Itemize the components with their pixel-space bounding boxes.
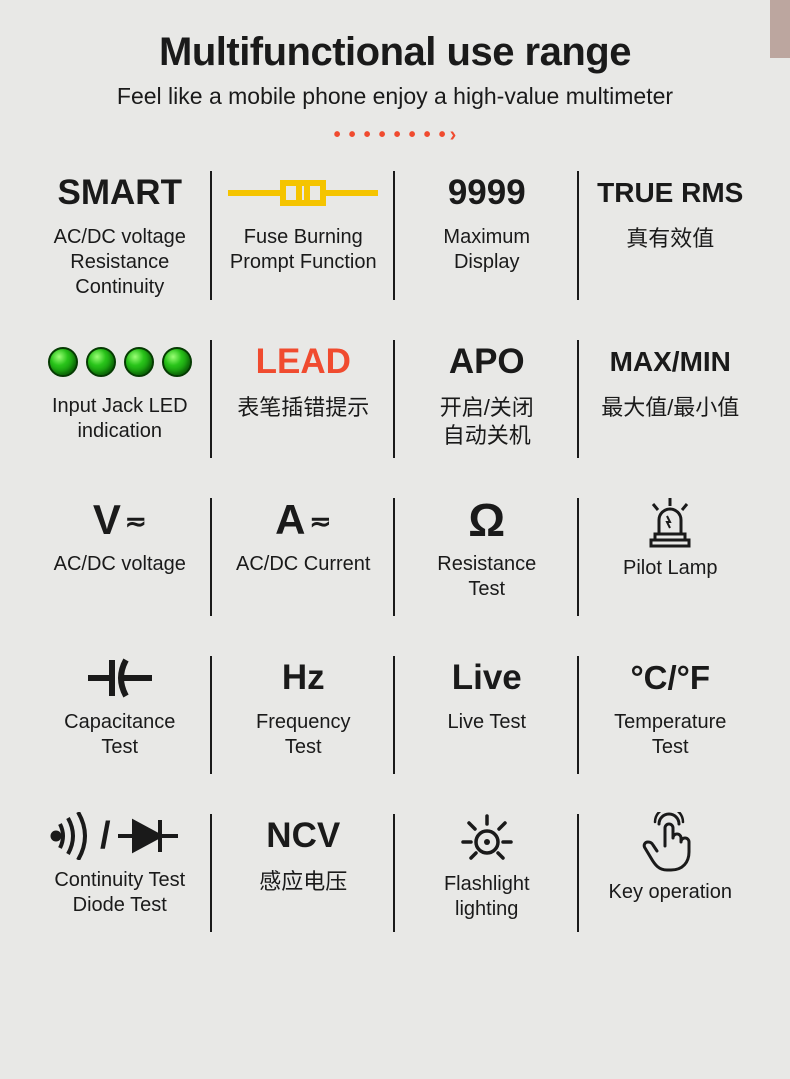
infographic-container: Multifunctional use range Feel like a mo… [0, 0, 790, 958]
feature-lead: LEAD 表笔插错提示 [212, 334, 396, 464]
feature-desc: 最大值/最小值 [601, 394, 739, 422]
led-icon [48, 338, 192, 386]
feature-maxmin: MAX/MIN 最大值/最小值 [579, 334, 763, 464]
feature-desc: 表笔插错提示 [237, 394, 369, 422]
feature-desc: Continuity TestDiode Test [54, 868, 185, 918]
feature-head: MAX/MIN [610, 338, 731, 386]
feature-head: SMART [58, 169, 182, 217]
feature-head: 9999 [448, 169, 526, 217]
feature-desc: Key operation [609, 880, 732, 905]
dot-arrow-decoration: ••••••••› [28, 124, 762, 147]
feature-led-jack: Input Jack LEDindication [28, 334, 212, 464]
feature-desc: 开启/关闭自动关机 [440, 394, 534, 449]
fuse-icon [228, 169, 378, 217]
feature-flashlight: Flashlightlighting [395, 808, 579, 938]
ohm-icon: Ω [468, 496, 505, 544]
feature-ncv: NCV 感应电压 [212, 808, 396, 938]
feature-apo: APO 开启/关闭自动关机 [395, 334, 579, 464]
flashlight-icon [459, 812, 515, 864]
feature-desc: ResistanceTest [437, 552, 536, 602]
feature-head: APO [449, 338, 525, 386]
feature-grid: SMART AC/DC voltageResistanceContinuity … [28, 165, 762, 938]
feature-frequency: Hz FrequencyTest [212, 650, 396, 780]
feature-desc: MaximumDisplay [443, 225, 530, 275]
feature-truerms: TRUE RMS 真有效值 [579, 165, 763, 306]
feature-desc: 感应电压 [259, 868, 347, 896]
feature-desc: Flashlightlighting [444, 872, 530, 922]
feature-head: °C/°F [630, 654, 710, 702]
current-icon: A≂ [275, 496, 331, 544]
page-title: Multifunctional use range [28, 30, 762, 75]
voltage-icon: V≂ [93, 496, 147, 544]
feature-9999: 9999 MaximumDisplay [395, 165, 579, 306]
feature-desc: FrequencyTest [256, 710, 351, 760]
capacitor-icon [86, 654, 154, 702]
feature-desc: AC/DC voltageResistanceContinuity [54, 225, 186, 300]
feature-head: LEAD [256, 338, 351, 386]
continuity-diode-icon: / [50, 812, 190, 860]
feature-desc: Live Test [447, 710, 526, 735]
pilot-lamp-icon [641, 496, 699, 548]
feature-current: A≂ AC/DC Current [212, 492, 396, 622]
feature-smart: SMART AC/DC voltageResistanceContinuity [28, 165, 212, 306]
feature-head: NCV [266, 812, 340, 860]
feature-desc: Input Jack LEDindication [52, 394, 188, 444]
feature-desc: CapacitanceTest [64, 710, 175, 760]
feature-voltage: V≂ AC/DC voltage [28, 492, 212, 622]
hand-tap-icon [639, 812, 701, 872]
feature-fuse: Fuse BurningPrompt Function [212, 165, 396, 306]
feature-temperature: °C/°F TemperatureTest [579, 650, 763, 780]
feature-desc: TemperatureTest [614, 710, 726, 760]
feature-key-operation: Key operation [579, 808, 763, 938]
feature-desc: Fuse BurningPrompt Function [230, 225, 377, 275]
feature-pilot-lamp: Pilot Lamp [579, 492, 763, 622]
feature-desc: AC/DC voltage [54, 552, 186, 577]
svg-text:/: / [100, 815, 111, 857]
corner-decoration [770, 0, 790, 58]
page-subtitle: Feel like a mobile phone enjoy a high-va… [28, 83, 762, 110]
feature-head: TRUE RMS [597, 169, 743, 217]
feature-desc: Pilot Lamp [623, 556, 718, 581]
feature-continuity-diode: / Continuity TestDiode Test [28, 808, 212, 938]
feature-head: Live [452, 654, 522, 702]
feature-capacitance: CapacitanceTest [28, 650, 212, 780]
feature-live: Live Live Test [395, 650, 579, 780]
feature-desc: 真有效值 [626, 225, 714, 253]
feature-desc: AC/DC Current [236, 552, 370, 577]
feature-resistance: Ω ResistanceTest [395, 492, 579, 622]
feature-head: Hz [282, 654, 325, 702]
